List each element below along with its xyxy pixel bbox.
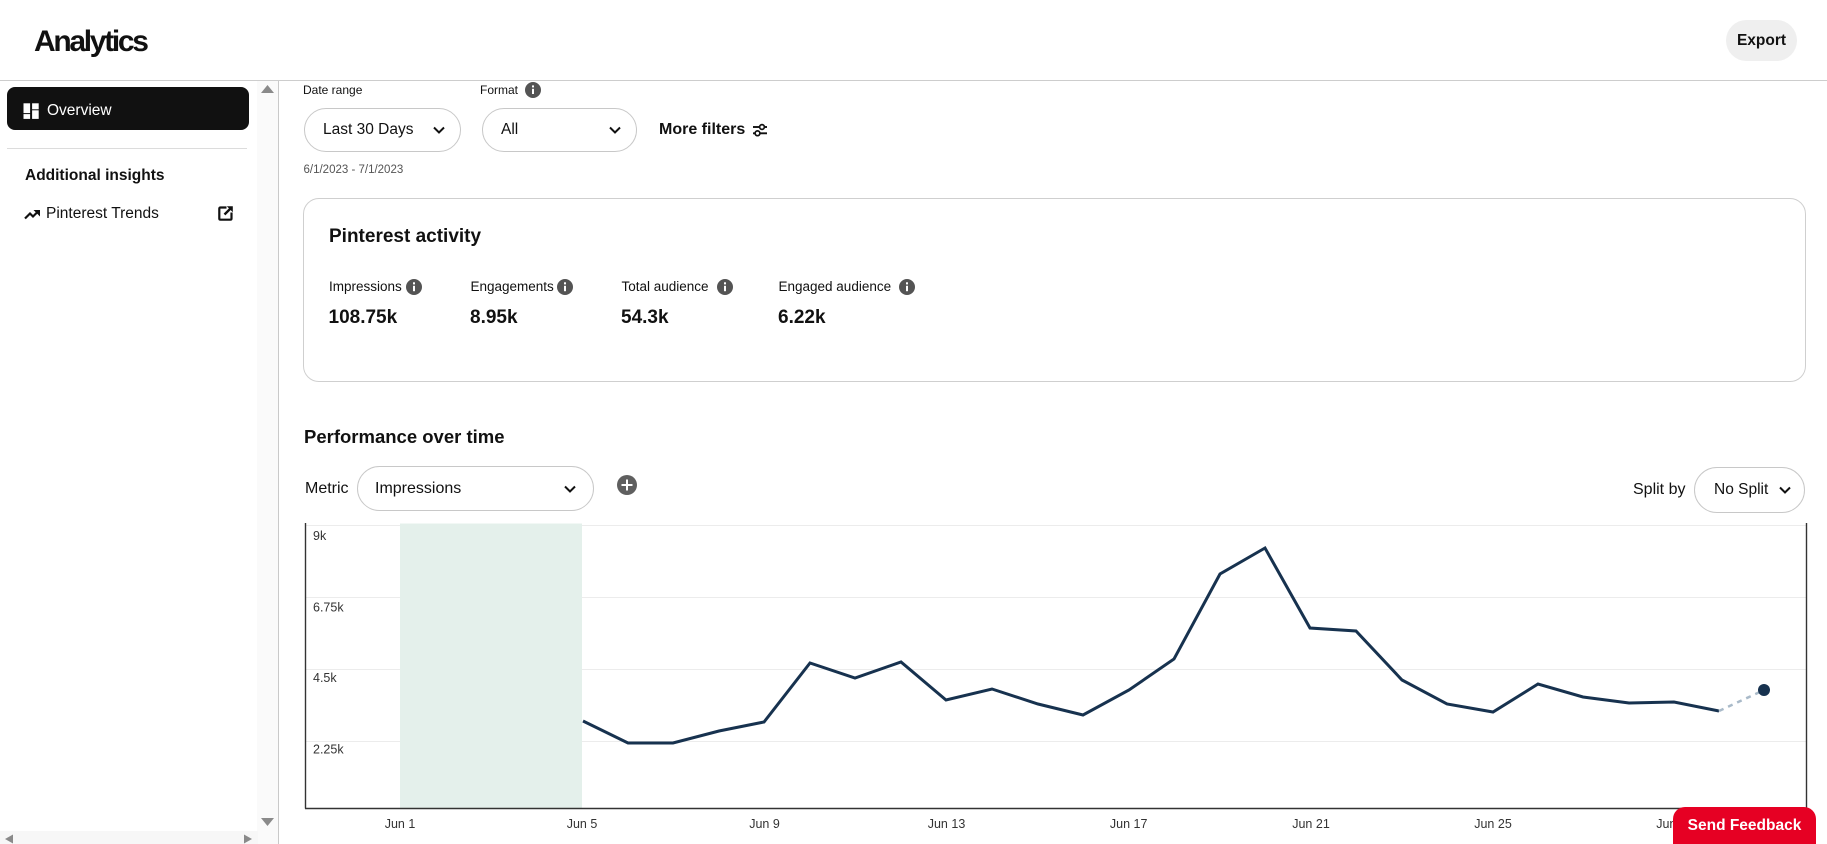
svg-text:2.25k: 2.25k [313,743,344,757]
svg-text:Jun 9: Jun 9 [749,817,780,831]
svg-text:Jun 21: Jun 21 [1292,817,1330,831]
svg-text:Jun 5: Jun 5 [567,817,598,831]
svg-text:Jun 17: Jun 17 [1110,817,1148,831]
svg-text:Jun 25: Jun 25 [1474,817,1512,831]
svg-text:9k: 9k [313,529,327,543]
svg-text:4.5k: 4.5k [313,671,337,685]
svg-text:Jun 1: Jun 1 [385,817,416,831]
svg-text:Jun 13: Jun 13 [928,817,966,831]
svg-text:6.75k: 6.75k [313,601,344,615]
